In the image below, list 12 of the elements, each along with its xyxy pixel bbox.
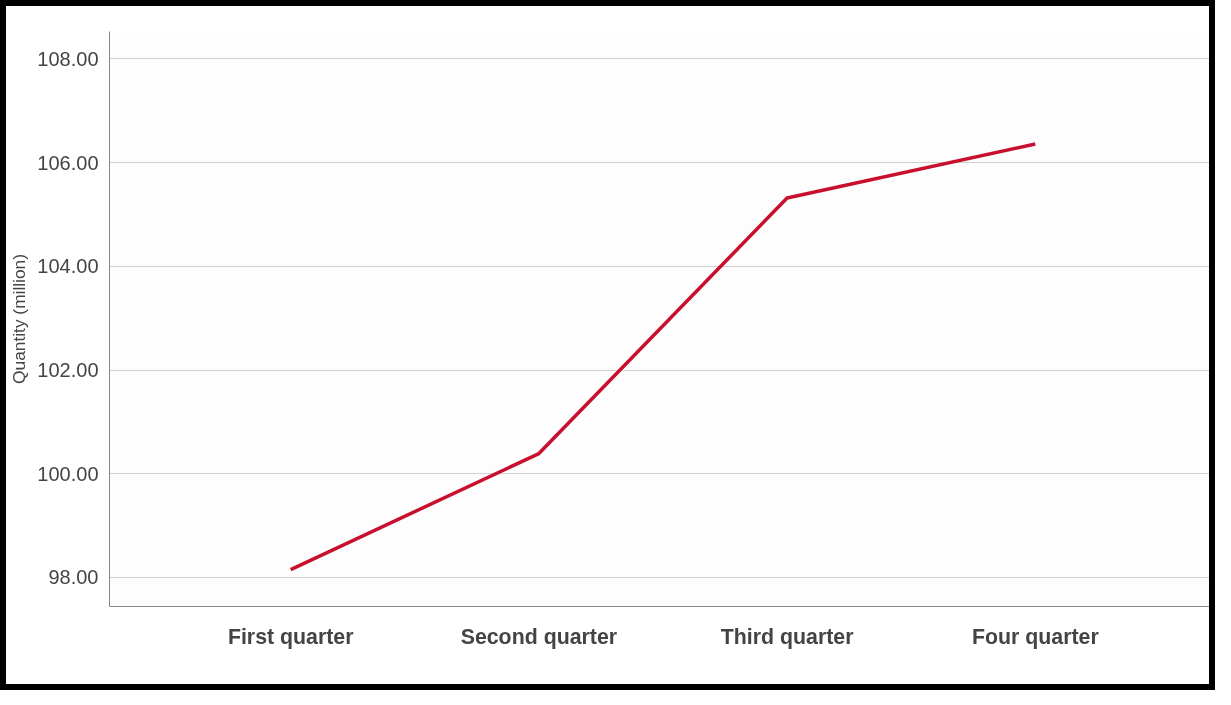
y-tick-label: 102.00 bbox=[37, 359, 99, 382]
x-tick-label: Second quarter bbox=[460, 624, 618, 649]
y-tick-label: 106.00 bbox=[37, 151, 99, 174]
x-tick-label: Third quarter bbox=[720, 624, 854, 649]
y-tick-label: 100.00 bbox=[37, 462, 99, 485]
y-tick-label: 104.00 bbox=[37, 255, 99, 278]
x-tick-label: Four quarter bbox=[971, 624, 1099, 649]
y-tick-label: 98.00 bbox=[48, 566, 99, 589]
y-tick-label: 108.00 bbox=[37, 47, 99, 70]
line-series bbox=[288, 142, 1038, 572]
x-tick-label: First quarter bbox=[227, 624, 354, 649]
y-axis-title: Quantity (million) bbox=[9, 254, 30, 384]
